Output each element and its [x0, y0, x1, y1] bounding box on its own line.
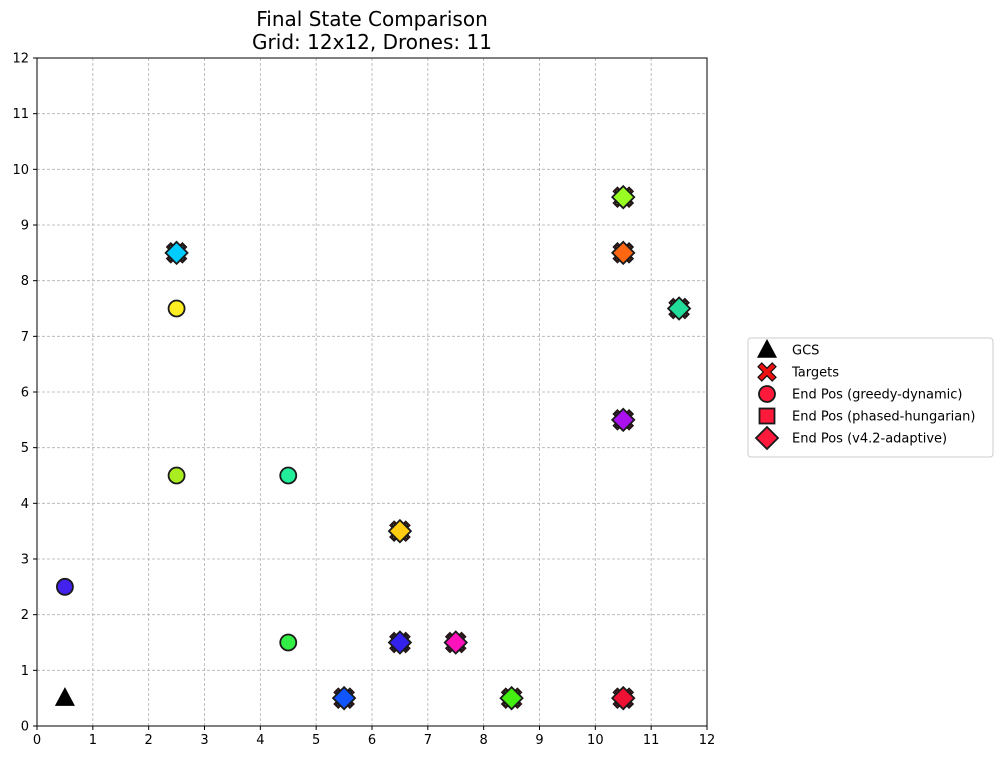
y-tick-label: 1 [21, 664, 29, 679]
gcs-point [54, 687, 75, 706]
gcs-series [54, 687, 75, 706]
x-tick-label: 1 [89, 733, 97, 748]
legend-marker-square [758, 407, 776, 425]
greedy-dynamic-point [279, 466, 298, 485]
y-tick-label: 8 [21, 274, 29, 289]
legend-label: GCS [792, 344, 819, 359]
v42-adaptive-point [610, 240, 636, 266]
x-axis-ticks: 0 1 2 3 4 5 6 7 8 9 10 11 12 [33, 726, 715, 748]
x-tick-label: 6 [368, 733, 376, 748]
x-tick-label: 12 [699, 733, 716, 748]
greedy-dynamic-point [279, 633, 298, 652]
legend-label: End Pos (greedy-dynamic) [792, 388, 963, 403]
v42-adaptive-point [387, 630, 413, 655]
y-tick-label: 0 [21, 720, 29, 735]
v42-adaptive-point [610, 184, 636, 210]
legend-label: End Pos (phased-hungarian) [792, 410, 976, 425]
y-tick-label: 3 [21, 553, 29, 568]
greedy-dynamic-point [167, 299, 186, 318]
legend-marker-triangle [756, 338, 778, 358]
x-tick-label: 7 [424, 733, 432, 748]
v42-adaptive-point [610, 407, 636, 433]
grid-lines [36, 57, 708, 727]
legend-marker-circle [758, 385, 776, 403]
v42-adaptive-point [164, 240, 189, 266]
v42-adaptive-point [666, 296, 692, 321]
x-tick-label: 2 [145, 733, 153, 748]
chart-title-line1: Final State Comparison [256, 7, 488, 31]
greedy-dynamic-point [56, 577, 74, 596]
y-tick-label: 10 [12, 163, 29, 178]
x-tick-label: 0 [33, 733, 41, 748]
x-tick-label: 5 [312, 733, 320, 748]
x-tick-label: 11 [643, 733, 660, 748]
greedy-dynamic-point [167, 466, 186, 485]
x-tick-label: 8 [480, 733, 488, 748]
legend-marker-x [757, 362, 777, 382]
y-tick-label: 12 [12, 52, 29, 67]
legend-box [747, 337, 994, 458]
y-tick-label: 4 [21, 497, 29, 512]
v42-adaptive-point [499, 685, 524, 711]
y-tick-label: 7 [21, 330, 29, 345]
y-tick-label: 2 [21, 608, 29, 623]
chart-title-line2: Grid: 12x12, Drones: 11 [252, 30, 492, 54]
legend-marker-diamond [754, 425, 780, 451]
v42-adaptive-point [443, 630, 469, 655]
y-tick-label: 6 [21, 386, 29, 401]
v42-adaptive-point [387, 518, 413, 544]
v42-adaptive-series [164, 184, 692, 711]
legend-label: End Pos (v4.2-adaptive) [792, 432, 947, 447]
y-tick-label: 9 [21, 219, 29, 234]
x-tick-label: 9 [535, 733, 543, 748]
legend-label: Targets [791, 366, 839, 381]
legend: GCS Targets End Pos (greedy-dynamic) End Po… [747, 337, 994, 458]
v42-adaptive-point [610, 685, 636, 711]
v42-adaptive-point [331, 685, 357, 711]
y-tick-label: 11 [12, 107, 29, 122]
plot-frame [36, 57, 708, 727]
y-tick-label: 5 [21, 441, 29, 456]
x-tick-label: 10 [587, 733, 604, 748]
x-tick-label: 3 [200, 733, 208, 748]
x-tick-label: 4 [256, 733, 264, 748]
